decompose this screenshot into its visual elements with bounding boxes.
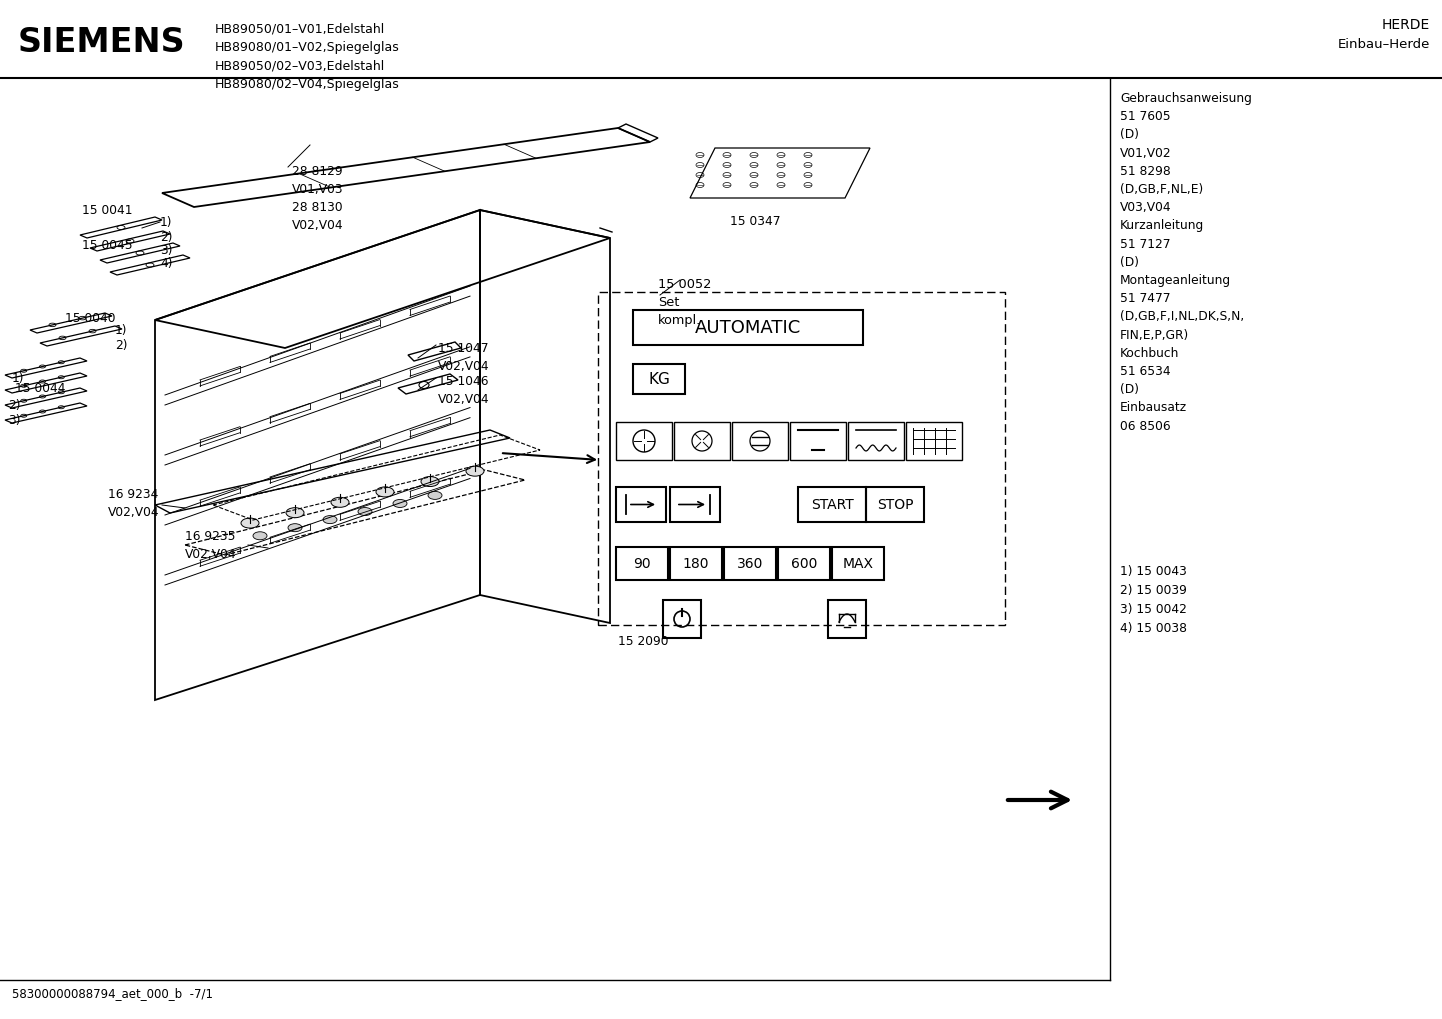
Text: HB89050/01–V01,Edelstahl
HB89080/01–V02,Spiegelglas
HB89050/02–V03,Edelstahl
HB8: HB89050/01–V01,Edelstahl HB89080/01–V02,… — [215, 22, 399, 91]
Bar — [616, 547, 668, 580]
Text: 1): 1) — [115, 323, 127, 336]
Ellipse shape — [376, 487, 394, 497]
Ellipse shape — [428, 491, 443, 499]
Text: 600: 600 — [790, 556, 818, 571]
Text: STOP: STOP — [877, 497, 913, 512]
Text: 2): 2) — [115, 338, 127, 352]
Bar — [598, 292, 1005, 625]
Text: 90: 90 — [633, 556, 650, 571]
Bar — [616, 422, 672, 460]
Text: 16 9234
V02,V04: 16 9234 V02,V04 — [108, 488, 160, 519]
Text: 15 0347: 15 0347 — [730, 215, 780, 228]
Text: 180: 180 — [682, 556, 709, 571]
Bar — [779, 547, 831, 580]
Bar — [673, 422, 730, 460]
Text: START: START — [810, 497, 854, 512]
Text: SIEMENS: SIEMENS — [17, 25, 186, 58]
Text: 1): 1) — [160, 215, 173, 228]
Text: Gebrauchsanweisung
51 7605
(D)
V01,V02
51 8298
(D,GB,F,NL,E)
V03,V04
Kurzanleitu: Gebrauchsanweisung 51 7605 (D) V01,V02 5… — [1120, 92, 1252, 433]
Text: 2): 2) — [160, 230, 173, 244]
Text: 15 0052
Set
kompl.: 15 0052 Set kompl. — [658, 278, 711, 327]
Text: 4): 4) — [160, 257, 173, 269]
Bar — [671, 487, 720, 522]
Text: 15 0045: 15 0045 — [82, 238, 133, 252]
Ellipse shape — [241, 518, 260, 528]
Ellipse shape — [252, 532, 267, 540]
Ellipse shape — [421, 477, 438, 486]
Ellipse shape — [332, 497, 349, 507]
Text: 16 9235
V02,V04: 16 9235 V02,V04 — [185, 530, 236, 561]
Bar — [616, 487, 666, 522]
Text: 28 8129
V01,V03
28 8130
V02,V04: 28 8129 V01,V03 28 8130 V02,V04 — [291, 165, 343, 232]
Text: Einbau–Herde: Einbau–Herde — [1338, 38, 1430, 51]
Text: 15 0041: 15 0041 — [82, 204, 133, 216]
Ellipse shape — [288, 524, 301, 532]
Text: 15 0044: 15 0044 — [14, 381, 65, 394]
Bar — [671, 547, 722, 580]
Ellipse shape — [466, 466, 485, 476]
Text: 3): 3) — [160, 244, 173, 257]
Text: HERDE: HERDE — [1381, 18, 1430, 32]
Text: MAX: MAX — [842, 556, 874, 571]
Bar — [733, 422, 787, 460]
Bar — [828, 600, 867, 638]
Text: 2): 2) — [9, 398, 20, 412]
Bar — [663, 600, 701, 638]
Text: AUTOMATIC: AUTOMATIC — [695, 319, 802, 336]
Text: 15 1046
V02,V04: 15 1046 V02,V04 — [438, 375, 490, 406]
Bar — [848, 422, 904, 460]
Ellipse shape — [323, 516, 337, 524]
Ellipse shape — [358, 507, 372, 516]
Bar — [906, 422, 962, 460]
Text: 1): 1) — [12, 372, 25, 384]
Bar — [832, 547, 884, 580]
Bar — [797, 487, 867, 522]
Text: 1) 15 0043
2) 15 0039
3) 15 0042
4) 15 0038: 1) 15 0043 2) 15 0039 3) 15 0042 4) 15 0… — [1120, 565, 1187, 635]
Bar — [633, 364, 685, 394]
Ellipse shape — [394, 499, 407, 507]
Ellipse shape — [286, 507, 304, 518]
Bar — [724, 547, 776, 580]
Bar — [633, 310, 862, 345]
Text: 360: 360 — [737, 556, 763, 571]
Bar — [867, 487, 924, 522]
Bar — [790, 422, 846, 460]
Text: 3): 3) — [9, 414, 20, 427]
Text: 15 1047
V02,V04: 15 1047 V02,V04 — [438, 342, 490, 373]
Text: 15 2090: 15 2090 — [619, 635, 669, 648]
Text: 58300000088794_aet_000_b  -7/1: 58300000088794_aet_000_b -7/1 — [12, 987, 213, 1001]
Text: KG: KG — [647, 372, 671, 386]
Text: 15 0040: 15 0040 — [65, 312, 115, 324]
